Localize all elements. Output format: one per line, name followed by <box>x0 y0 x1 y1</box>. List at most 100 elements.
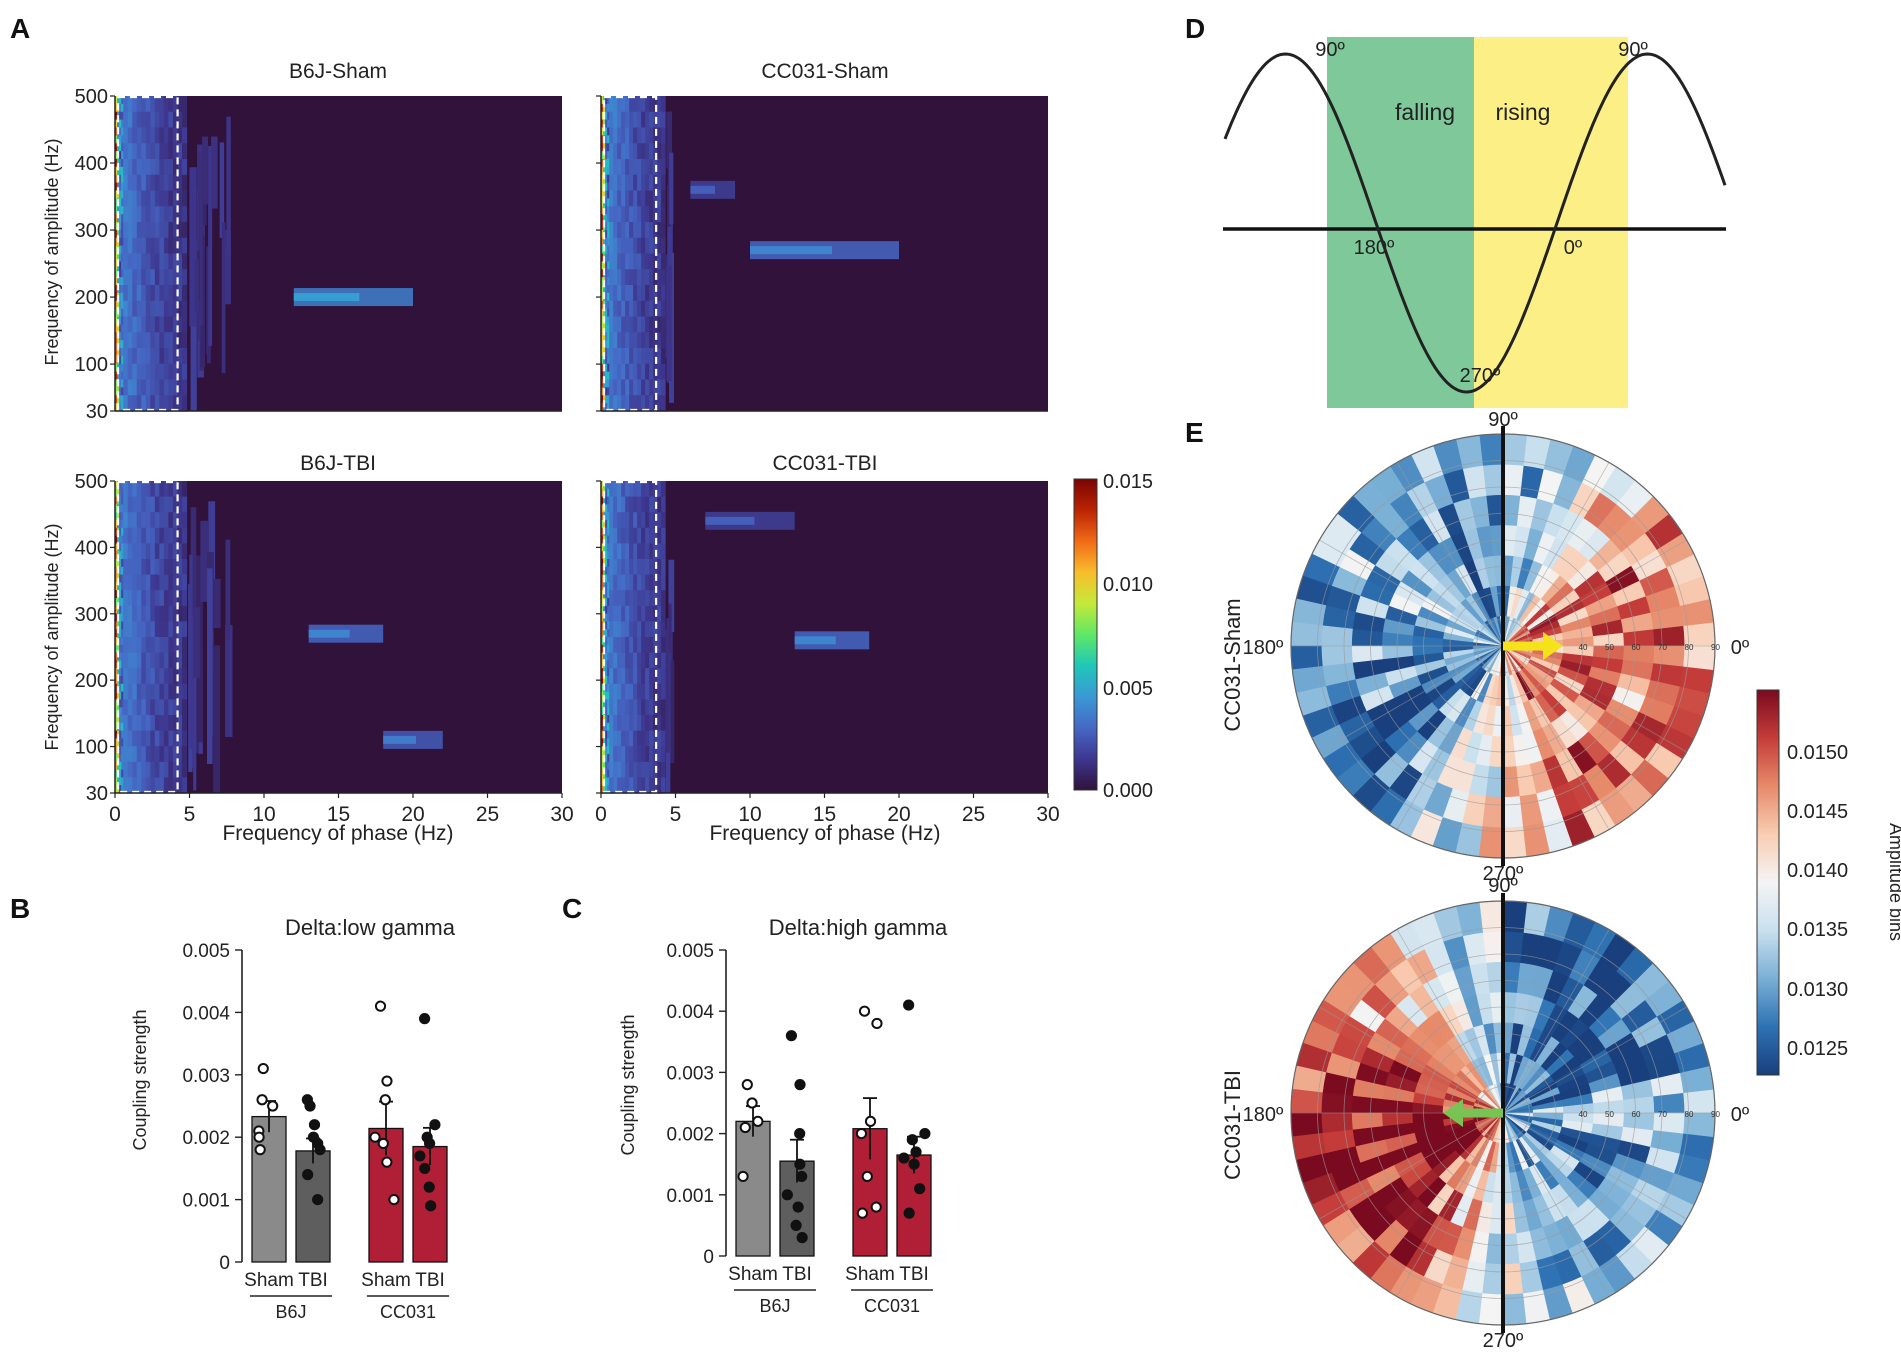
heatmap-cell <box>163 746 170 763</box>
heatmap-cell <box>645 285 650 302</box>
heatmap-cell <box>603 403 606 412</box>
heatmap-cell <box>661 637 666 654</box>
heatmap-cell <box>629 777 634 794</box>
heatmap-cell <box>633 111 638 129</box>
heatmap-cell <box>603 308 606 318</box>
heatmap-cell <box>625 590 630 607</box>
heatmap-cell <box>168 96 174 113</box>
heatmap-cell <box>159 730 165 747</box>
heatmap-cell <box>163 395 170 412</box>
heatmap-cell <box>621 190 626 207</box>
heatmap-cell <box>625 777 630 794</box>
heatmap-cell <box>121 691 124 700</box>
heatmap-cell <box>132 761 138 778</box>
data-point <box>796 1170 808 1183</box>
heatmap-cell <box>141 96 147 113</box>
heatmap-cell <box>141 730 147 747</box>
heatmap-cell <box>121 574 124 583</box>
heatmap-cell <box>621 363 626 381</box>
heatmap-cell <box>645 332 650 349</box>
heatmap-cell <box>621 652 626 669</box>
heatmap-cell <box>607 253 610 262</box>
heatmap-cell <box>601 598 604 607</box>
heatmap-cell <box>609 300 614 318</box>
heatmap-cell <box>637 481 642 498</box>
heatmap-cell <box>115 637 118 646</box>
radial-tick-label: 40 <box>1579 1110 1588 1119</box>
data-point <box>304 1100 316 1112</box>
heatmap-cell <box>177 574 183 591</box>
bar-chart-c: Delta:high gamma Coupling strength 00.00… <box>618 915 948 1316</box>
heatmap-cell <box>607 683 610 693</box>
heatmap-cell <box>607 151 610 160</box>
heatmap-cell <box>633 605 638 622</box>
heatmap-cell <box>605 722 608 732</box>
heatmap-cell <box>154 559 160 576</box>
heatmap-cell <box>633 512 638 529</box>
heatmap-cell <box>123 127 129 144</box>
heatmap-cell <box>629 395 634 412</box>
heatmap-cell <box>168 237 174 255</box>
x-tick-label: 20 <box>401 803 424 826</box>
heatmap-cell <box>132 253 138 270</box>
heatmap-cell <box>172 159 179 176</box>
heatmap-cell <box>633 730 638 747</box>
heatmap-cell <box>119 190 122 199</box>
heatmap-cell <box>649 730 654 747</box>
radial-tick-label: 70 <box>1658 643 1667 652</box>
heatmap-cell <box>641 730 646 747</box>
heatmap-cell <box>177 559 183 576</box>
heatmap-cell <box>625 300 630 318</box>
heatmap-cell <box>163 605 170 622</box>
heatmap-cell <box>159 481 165 498</box>
heatmap-cell <box>601 237 604 247</box>
heatmap-cell <box>605 527 608 537</box>
heatmap-cell <box>607 182 610 192</box>
heatmap-cell <box>181 574 188 591</box>
heatmap-cell <box>119 543 122 552</box>
heatmap-cell <box>601 520 604 529</box>
heatmap-cell <box>607 722 610 732</box>
heatmap-cell <box>117 182 120 192</box>
heatmap-cell <box>115 582 118 591</box>
heatmap-cell <box>641 574 646 591</box>
heatmap-cell <box>163 143 170 160</box>
heatmap-cell <box>141 395 147 412</box>
heatmap-cell <box>629 715 634 732</box>
heatmap-cell <box>117 621 120 630</box>
heatmap-cell <box>607 229 610 239</box>
heatmap-cell <box>605 269 608 278</box>
heatmap-cell <box>159 237 165 255</box>
data-point <box>253 1131 265 1143</box>
heatmap-cell <box>621 621 626 638</box>
heatmap-cell <box>605 395 608 404</box>
heatmap-cell <box>141 621 147 638</box>
heatmap-cell <box>603 395 606 404</box>
heatmap-cell <box>609 590 614 607</box>
heatmap-cell <box>601 621 604 630</box>
heatmap-cell <box>177 96 183 113</box>
heatmap-cell <box>629 143 634 160</box>
heatmap-cell <box>617 143 622 160</box>
heatmap-cell <box>625 527 630 544</box>
heatmap-cell <box>629 699 634 716</box>
heatmap-cell <box>163 559 170 576</box>
heatmap-cell <box>607 387 610 396</box>
heatmap-cell <box>629 512 634 529</box>
heatmap-cell <box>154 111 160 129</box>
heatmap-streak <box>194 258 199 313</box>
heatmap-cell <box>127 253 133 270</box>
heatmap-cell <box>601 103 604 113</box>
heatmap-cell <box>605 159 608 168</box>
heatmap-cell <box>657 683 662 700</box>
heatmap-cell <box>117 738 120 747</box>
heatmap-cell <box>127 222 133 239</box>
heatmap-cell <box>119 135 122 144</box>
heatmap-cell <box>607 520 610 529</box>
heatmap-cell <box>177 111 183 129</box>
heatmap-cell <box>637 496 642 513</box>
heatmap-cell <box>603 348 606 357</box>
heatmap-cell <box>117 96 120 105</box>
heatmap-cell <box>629 652 634 669</box>
heatmap-cell <box>172 715 179 732</box>
